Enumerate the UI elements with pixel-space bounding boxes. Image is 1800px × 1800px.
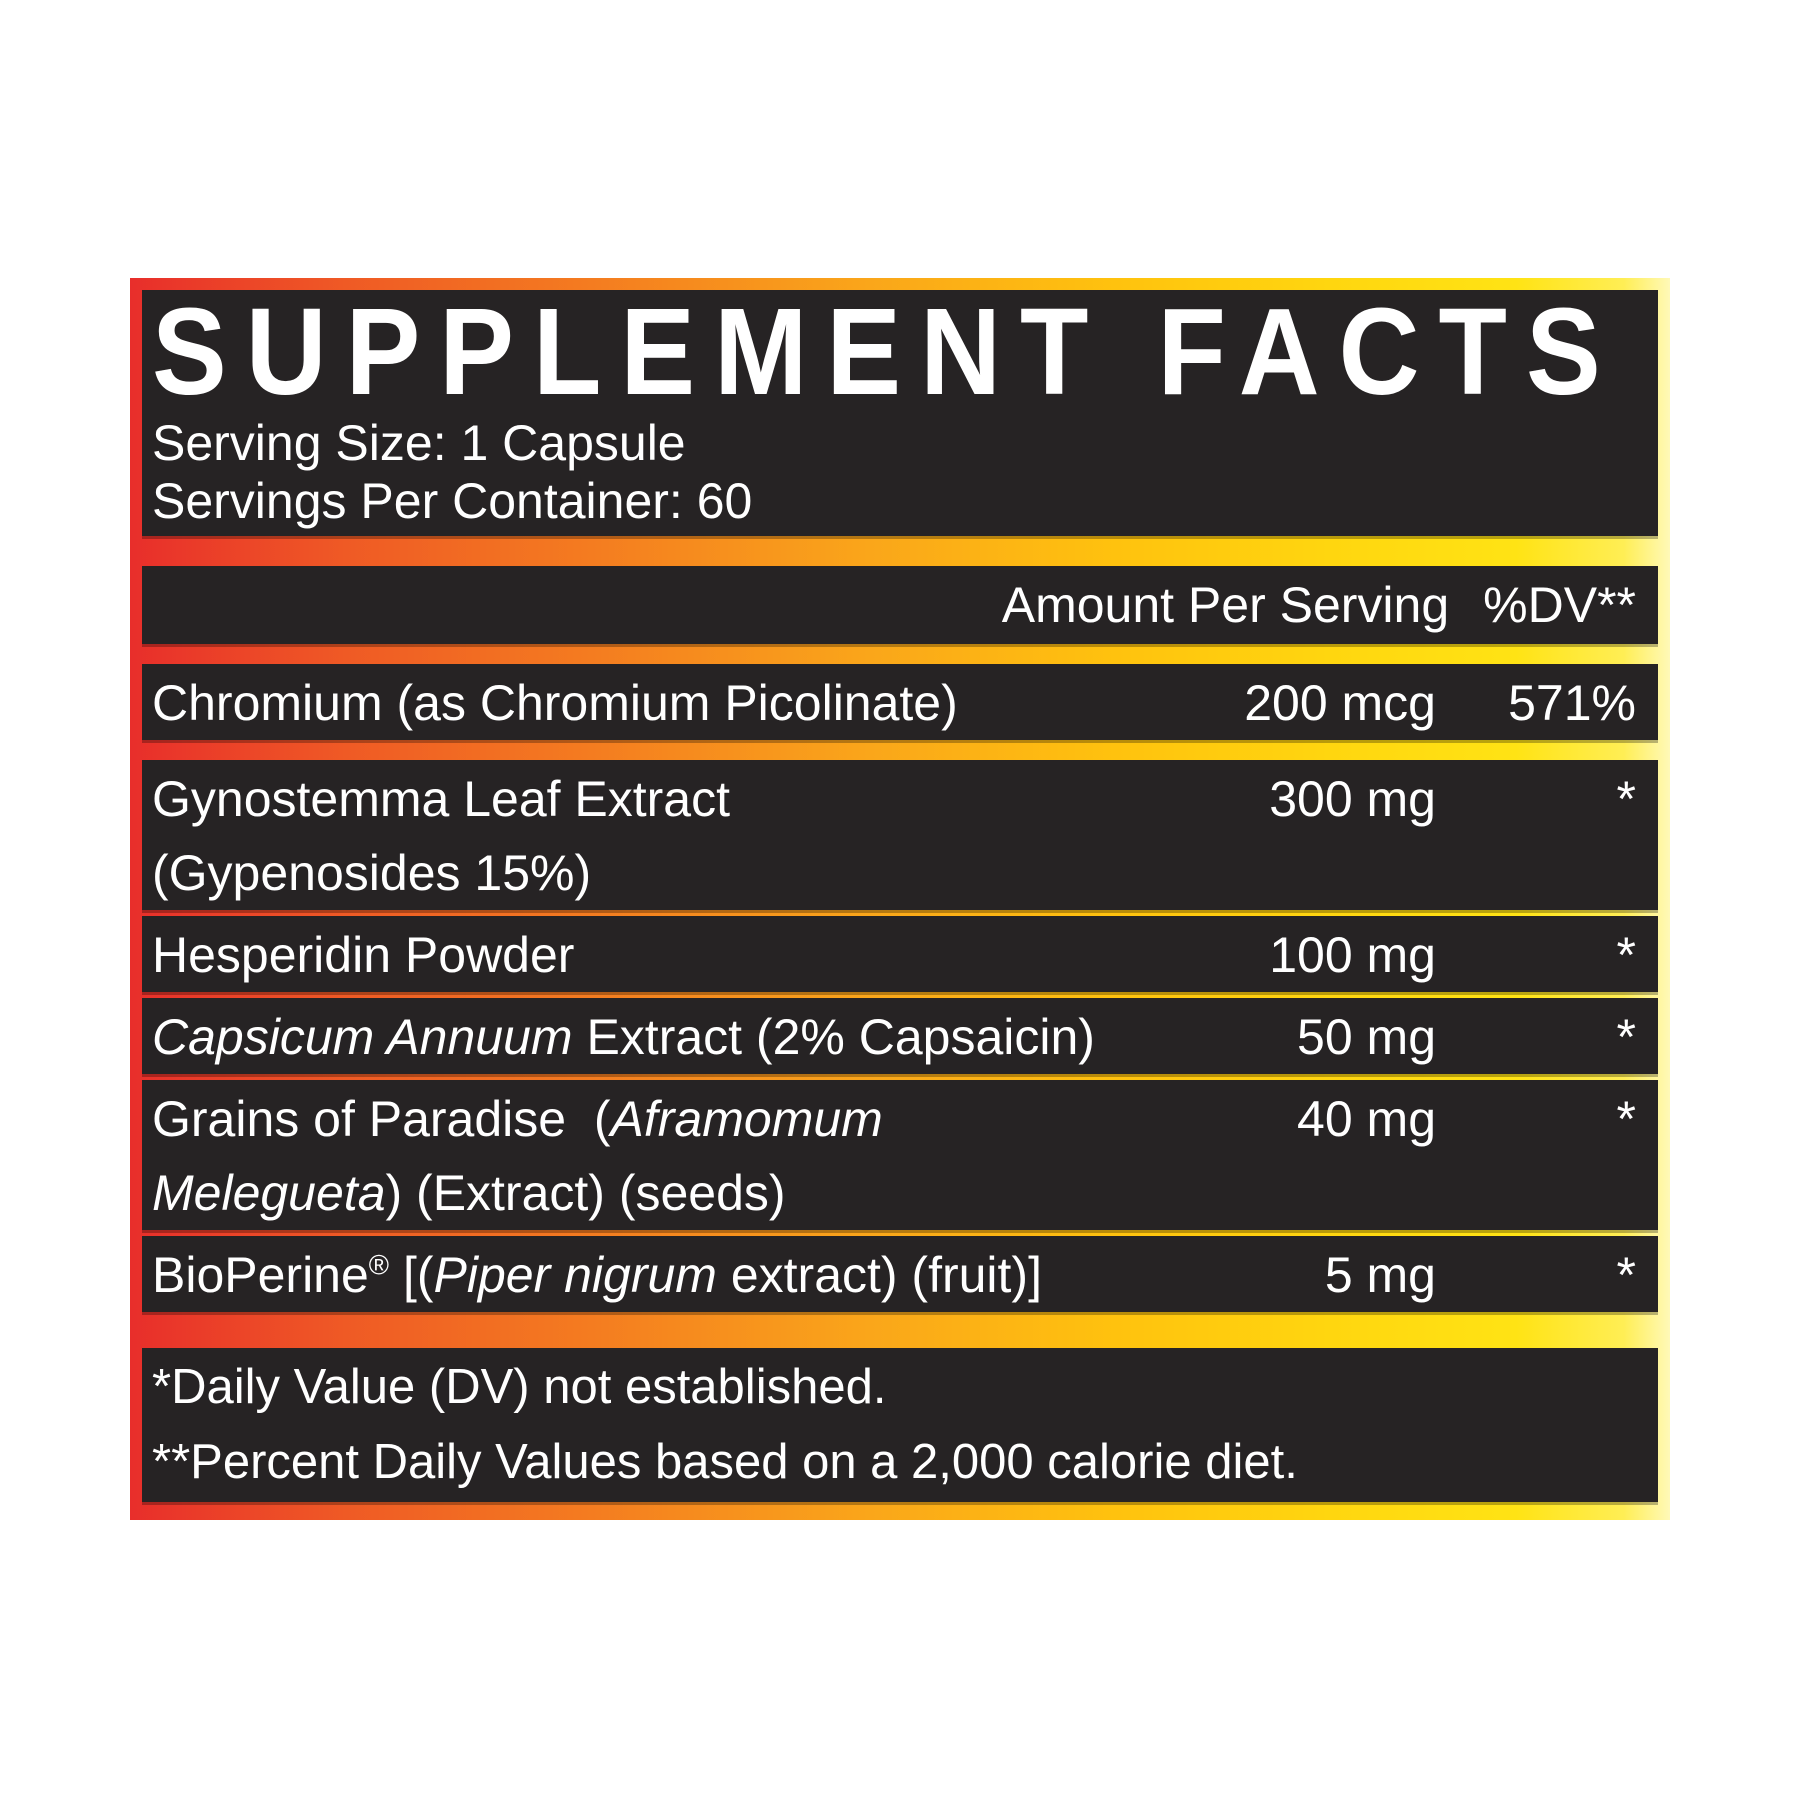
ingredient-name: BioPerine® [(Piper nigrum extract) (frui… <box>152 1247 1042 1303</box>
table-header-row: Amount Per Serving %DV** <box>142 566 1658 644</box>
footnote-line: *Daily Value (DV) not established. <box>152 1360 887 1414</box>
daily-value: * <box>1616 1009 1636 1065</box>
supplement-facts-panel: SUPPLEMENT FACTS Serving Size: 1 Capsule… <box>130 278 1670 1520</box>
ingredient-row: Chromium (as Chromium Picolinate) 200 mcg… <box>142 664 1658 740</box>
ingredient-row: Gynostemma Leaf Extract 300 mg * (Gypenosid… <box>142 760 1658 910</box>
ingredient-name: Hesperidin Powder <box>152 927 575 983</box>
footnotes: *Daily Value (DV) not established. **Perc… <box>142 1348 1658 1502</box>
ingredient-name: Grains of Paradise (Aframomum <box>152 1091 883 1147</box>
daily-value: * <box>1616 771 1636 827</box>
footnote-line: **Percent Daily Values based on a 2,000 … <box>152 1435 1298 1489</box>
amount-value: 50 mg <box>1297 1009 1436 1065</box>
ingredient-row: BioPerine® [(Piper nigrum extract) (frui… <box>142 1236 1658 1312</box>
ingredient-row: Grains of Paradise (Aframomum 40 mg * Meleg… <box>142 1080 1658 1230</box>
ingredient-row: Capsicum Annuum Extract (2% Capsaicin) 50… <box>142 998 1658 1074</box>
amount-value: 5 mg <box>1324 1247 1436 1303</box>
ingredient-name: Gynostemma Leaf Extract <box>152 771 731 827</box>
amount-per-serving-header: Amount Per Serving <box>1001 577 1450 633</box>
amount-value: 300 mg <box>1269 771 1436 827</box>
servings-per-container-text: Servings Per Container: 60 <box>152 473 753 529</box>
ingredient-name: Melegueta) (Extract) (seeds) <box>152 1165 786 1221</box>
ingredient-name: Capsicum Annuum Extract (2% Capsaicin) <box>152 1009 1095 1065</box>
serving-size-text: Serving Size: 1 Capsule <box>152 415 686 471</box>
daily-value: * <box>1616 927 1636 983</box>
ingredient-row: Hesperidin Powder 100 mg * <box>142 916 1658 992</box>
percent-dv-header: %DV** <box>1483 577 1636 633</box>
amount-value: 100 mg <box>1269 927 1436 983</box>
panel-header-section: SUPPLEMENT FACTS Serving Size: 1 Capsule… <box>142 290 1658 536</box>
daily-value: * <box>1616 1247 1636 1303</box>
panel-title: SUPPLEMENT FACTS <box>152 282 1620 421</box>
ingredient-name: Chromium (as Chromium Picolinate) <box>152 675 958 731</box>
ingredient-name: (Gypenosides 15%) <box>152 845 592 901</box>
amount-value: 200 mcg <box>1244 675 1436 731</box>
amount-value: 40 mg <box>1297 1091 1436 1147</box>
table-header-line: Amount Per Serving %DV** <box>142 566 1658 640</box>
daily-value: * <box>1616 1091 1636 1147</box>
daily-value: 571% <box>1508 675 1636 731</box>
